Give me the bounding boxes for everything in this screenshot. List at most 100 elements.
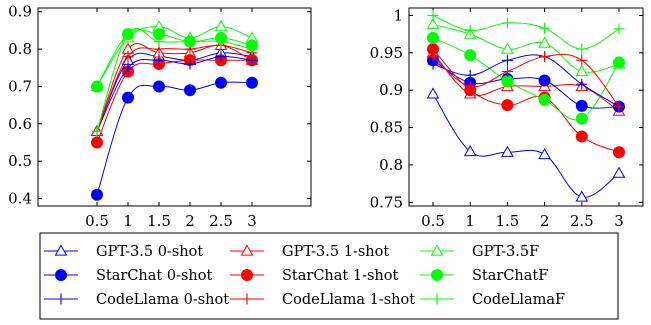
y-tick-label: 0.9 bbox=[8, 3, 32, 21]
series-line bbox=[432, 15, 620, 50]
series-line bbox=[96, 56, 253, 132]
legend-label: CodeLlamaF bbox=[472, 292, 565, 308]
legend-marker bbox=[430, 244, 444, 256]
data-point bbox=[215, 36, 227, 48]
data-point bbox=[501, 54, 513, 66]
plot-frame bbox=[408, 7, 644, 207]
data-point bbox=[91, 80, 103, 93]
legend-entry: CodeLlamaF bbox=[420, 292, 565, 308]
legend-label: GPT-3.5 1-shot bbox=[282, 244, 389, 260]
x-tick-label: 1.5 bbox=[495, 212, 519, 230]
data-point bbox=[184, 58, 196, 70]
series-line bbox=[96, 29, 253, 87]
data-point bbox=[501, 145, 514, 157]
data-point bbox=[464, 49, 477, 62]
data-point bbox=[91, 125, 103, 137]
legend-marker bbox=[240, 244, 254, 256]
legend-label: StarChat 0-shot bbox=[96, 268, 212, 284]
series-codellama-0-shot bbox=[427, 51, 625, 113]
legend-label: GPT-3.5 0-shot bbox=[96, 244, 203, 260]
data-point bbox=[464, 24, 476, 36]
series-gpt-3-5-0-shot bbox=[426, 87, 626, 202]
data-point bbox=[91, 136, 103, 149]
legend-box bbox=[39, 232, 619, 320]
chart-right: 0.5 1 1.5 2 2.5 3 0.75 0.8 0.85 0.9 0.95 1 bbox=[370, 6, 644, 230]
y-tick-label: 0.85 bbox=[370, 119, 403, 137]
data-point bbox=[427, 51, 439, 63]
y-tick-label: 1 bbox=[393, 6, 403, 24]
data-point bbox=[539, 51, 551, 63]
data-point bbox=[427, 9, 439, 21]
series-line bbox=[432, 53, 620, 107]
data-point bbox=[575, 112, 588, 125]
data-point bbox=[501, 75, 514, 88]
data-point bbox=[501, 42, 514, 54]
data-point bbox=[501, 66, 513, 78]
data-point bbox=[153, 36, 165, 48]
data-point bbox=[122, 62, 134, 74]
data-point bbox=[153, 54, 165, 66]
data-point bbox=[575, 190, 589, 202]
legend-marker bbox=[55, 293, 67, 305]
data-point bbox=[538, 93, 551, 106]
data-point bbox=[538, 147, 551, 160]
data-point bbox=[426, 87, 440, 99]
chart-left: 0.5 1 1.5 2 2.5 3 0.4 0.5 0.6 0.7 0.8 0.9 bbox=[8, 3, 312, 230]
legend-entry: StarChatF bbox=[420, 268, 548, 284]
legend-label: StarChat 1-shot bbox=[282, 268, 398, 284]
series-line bbox=[96, 59, 252, 143]
x-tick-label: 2 bbox=[540, 212, 550, 230]
series-starchat-1-shot bbox=[427, 43, 625, 159]
series-line bbox=[96, 81, 253, 195]
series-codellamaf bbox=[427, 9, 625, 55]
x-tick-label: 2.5 bbox=[570, 212, 594, 230]
data-point bbox=[501, 99, 514, 112]
y-tick-label: 0.5 bbox=[8, 152, 32, 170]
x-tick-label: 3 bbox=[614, 212, 624, 230]
data-point bbox=[184, 36, 196, 48]
data-point bbox=[426, 17, 440, 30]
x-tick-label: 1.5 bbox=[147, 212, 171, 230]
legend-label: CodeLlama 0-shot bbox=[96, 292, 229, 308]
series-gpt-3-5f bbox=[426, 17, 626, 77]
data-point bbox=[215, 76, 227, 89]
legend-entry: StarChat 1-shot bbox=[230, 268, 398, 284]
data-point bbox=[184, 84, 196, 97]
series-codellama-1-shot bbox=[427, 51, 625, 113]
y-tick-label: 0.75 bbox=[370, 193, 403, 211]
data-point bbox=[575, 130, 588, 143]
series-line bbox=[432, 23, 620, 73]
legend-entry: GPT-3.5 1-shot bbox=[230, 244, 389, 260]
series-starchat-0-shot bbox=[91, 76, 258, 201]
data-point bbox=[215, 51, 227, 63]
x-tick-label: 2.5 bbox=[209, 212, 233, 230]
x-tick-label: 0.5 bbox=[85, 212, 109, 230]
series-starchatf bbox=[427, 31, 625, 125]
data-point bbox=[576, 43, 588, 55]
data-point bbox=[613, 56, 625, 69]
x-tick-label: 1 bbox=[123, 212, 133, 230]
data-point bbox=[613, 23, 625, 35]
legend-entry: StarChat 0-shot bbox=[44, 268, 212, 284]
legend-marker bbox=[54, 244, 68, 256]
data-point bbox=[246, 76, 258, 89]
data-point bbox=[539, 22, 551, 34]
plot-frame bbox=[37, 7, 312, 207]
data-point bbox=[538, 36, 551, 48]
legend-entry: GPT-3.5 0-shot bbox=[44, 244, 203, 260]
legend-label: CodeLlama 1-shot bbox=[282, 292, 415, 308]
data-point bbox=[576, 78, 588, 90]
data-point bbox=[153, 80, 165, 93]
y-tick-label: 0.8 bbox=[379, 156, 403, 174]
data-point bbox=[538, 74, 551, 87]
legend-marker bbox=[55, 269, 67, 281]
legend-marker bbox=[431, 269, 443, 281]
x-tick-label: 3 bbox=[247, 212, 257, 230]
x-tick-label: 1 bbox=[465, 212, 475, 230]
legend-entry: CodeLlama 1-shot bbox=[230, 292, 415, 308]
data-point bbox=[246, 43, 258, 55]
series-line bbox=[432, 59, 620, 109]
data-point bbox=[122, 91, 134, 104]
data-point bbox=[214, 20, 228, 32]
